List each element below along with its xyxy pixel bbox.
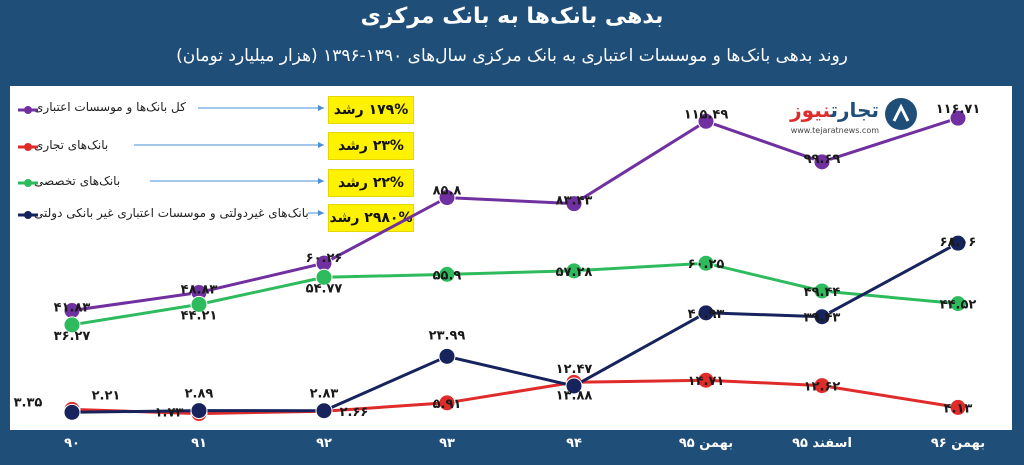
- logo-name-part1: تجارت: [830, 98, 879, 122]
- plot-area: تجارتنیوز www.tejaratnews.com کل بانک‌ها…: [10, 86, 1012, 430]
- logo-badge-icon: [885, 98, 917, 130]
- growth-badge-specialized: ۲۲% رشد: [328, 169, 414, 197]
- growth-badge-total: ۱۷۹% رشد: [328, 96, 414, 124]
- growth-badge-commercial: ۲۳% رشد: [328, 132, 414, 160]
- x-tick-label: اسفند ۹۵: [792, 436, 852, 451]
- legend-item-total: کل بانک‌ها و موسسات اعتباری: [34, 100, 186, 114]
- legend-label-commercial: بانک‌های تجاری: [34, 138, 109, 152]
- legend-label-total: کل بانک‌ها و موسسات اعتباری: [34, 100, 186, 114]
- legend-label-private: بانک‌های غیردولتی و موسسات اعتباری غیر ب…: [34, 206, 309, 220]
- x-tick-label: ۹۲: [316, 436, 332, 451]
- legend-item-specialized: بانک‌های تخصصی: [34, 174, 120, 188]
- x-tick-label: ۹۰: [64, 436, 80, 451]
- brand-logo: تجارتنیوز www.tejaratnews.com: [777, 92, 917, 152]
- logo-url: www.tejaratnews.com: [790, 126, 879, 135]
- chart-title: بدهی بانک‌ها به بانک مرکزی: [360, 4, 664, 29]
- x-tick-label: ۹۴: [566, 436, 582, 451]
- x-axis: ۹۰ ۹۱ ۹۲ ۹۳ ۹۴ بهمن ۹۵ اسفند ۹۵ بهمن ۹۶: [0, 430, 1024, 465]
- x-tick-label: ۹۳: [439, 436, 455, 451]
- chart-subtitle: روند بدهی بانک‌ها و موسسات اعتباری به با…: [176, 46, 848, 66]
- legend-label-specialized: بانک‌های تخصصی: [34, 174, 121, 188]
- x-tick-label: ۹۱: [191, 436, 207, 451]
- logo-wordmark: تجارتنیوز: [790, 98, 879, 122]
- growth-badge-private: ۲۹۸۰% رشد: [328, 204, 414, 232]
- x-tick-label: بهمن ۹۵: [678, 436, 734, 451]
- legend-item-commercial: بانک‌های تجاری: [34, 138, 108, 152]
- logo-name-part2: نیوز: [790, 98, 831, 122]
- x-tick-label: بهمن ۹۶: [930, 436, 986, 451]
- legend-item-private: بانک‌های غیردولتی و موسسات اعتباری غیر ب…: [34, 206, 309, 220]
